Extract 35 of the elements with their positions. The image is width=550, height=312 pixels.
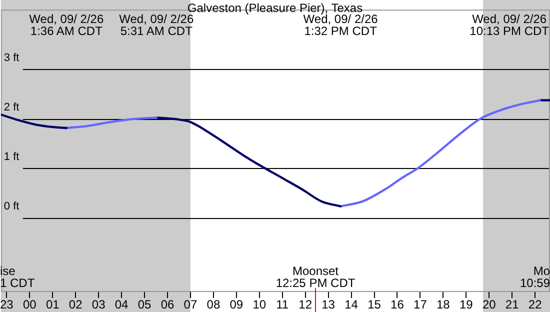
- ref-line-label: Moonset 12:25 PM CDT: [276, 264, 356, 290]
- x-tick-label: 16: [390, 298, 404, 312]
- x-tick-label: 14: [344, 298, 358, 312]
- x-tick-label: 21: [505, 298, 520, 312]
- x-tick-label: 19: [459, 298, 474, 312]
- x-tick-label: 22: [528, 298, 542, 312]
- x-tick-label: 23: [0, 298, 14, 312]
- x-tick-label: 06: [160, 298, 174, 312]
- x-tick-label: 18: [436, 298, 450, 312]
- x-tick-label: 04: [114, 298, 129, 312]
- x-tick-label: 13: [322, 298, 336, 312]
- x-tick-label: 07: [184, 298, 198, 312]
- x-tick-label: 15: [368, 298, 382, 312]
- annotation: Wed, 09/ 2/26 1:36 AM CDT: [29, 12, 104, 38]
- y-tick-label: 1 ft: [4, 151, 20, 164]
- x-tick-label: 05: [138, 298, 152, 312]
- y-tick-label: 2 ft: [4, 102, 20, 114]
- annotation: Mo 10:59: [520, 264, 550, 290]
- x-tick-label: 12: [298, 298, 312, 312]
- annotation: Wed, 09/ 2/26 10:13 PM CDT: [470, 12, 550, 38]
- x-tick-label: 08: [206, 298, 220, 312]
- x-tick-label: 09: [230, 298, 244, 312]
- x-tick-label: 10: [252, 298, 266, 312]
- x-tick-label: 01: [46, 298, 60, 312]
- y-tick-label: 3 ft: [4, 52, 20, 64]
- annotation: ise 1 CDT: [0, 264, 36, 290]
- annotation: Wed, 09/ 2/26 5:31 AM CDT: [119, 12, 194, 38]
- x-tick-label: 17: [414, 298, 428, 312]
- chart-title: Galveston (Pleasure Pier), Texas: [187, 1, 363, 15]
- y-tick-label: 0 ft: [4, 200, 20, 213]
- x-tick-label: 03: [92, 298, 106, 312]
- x-tick-label: 02: [68, 298, 83, 312]
- x-tick-label: 00: [22, 298, 37, 312]
- x-tick-label: 11: [276, 298, 289, 312]
- x-tick-label: 20: [482, 298, 496, 312]
